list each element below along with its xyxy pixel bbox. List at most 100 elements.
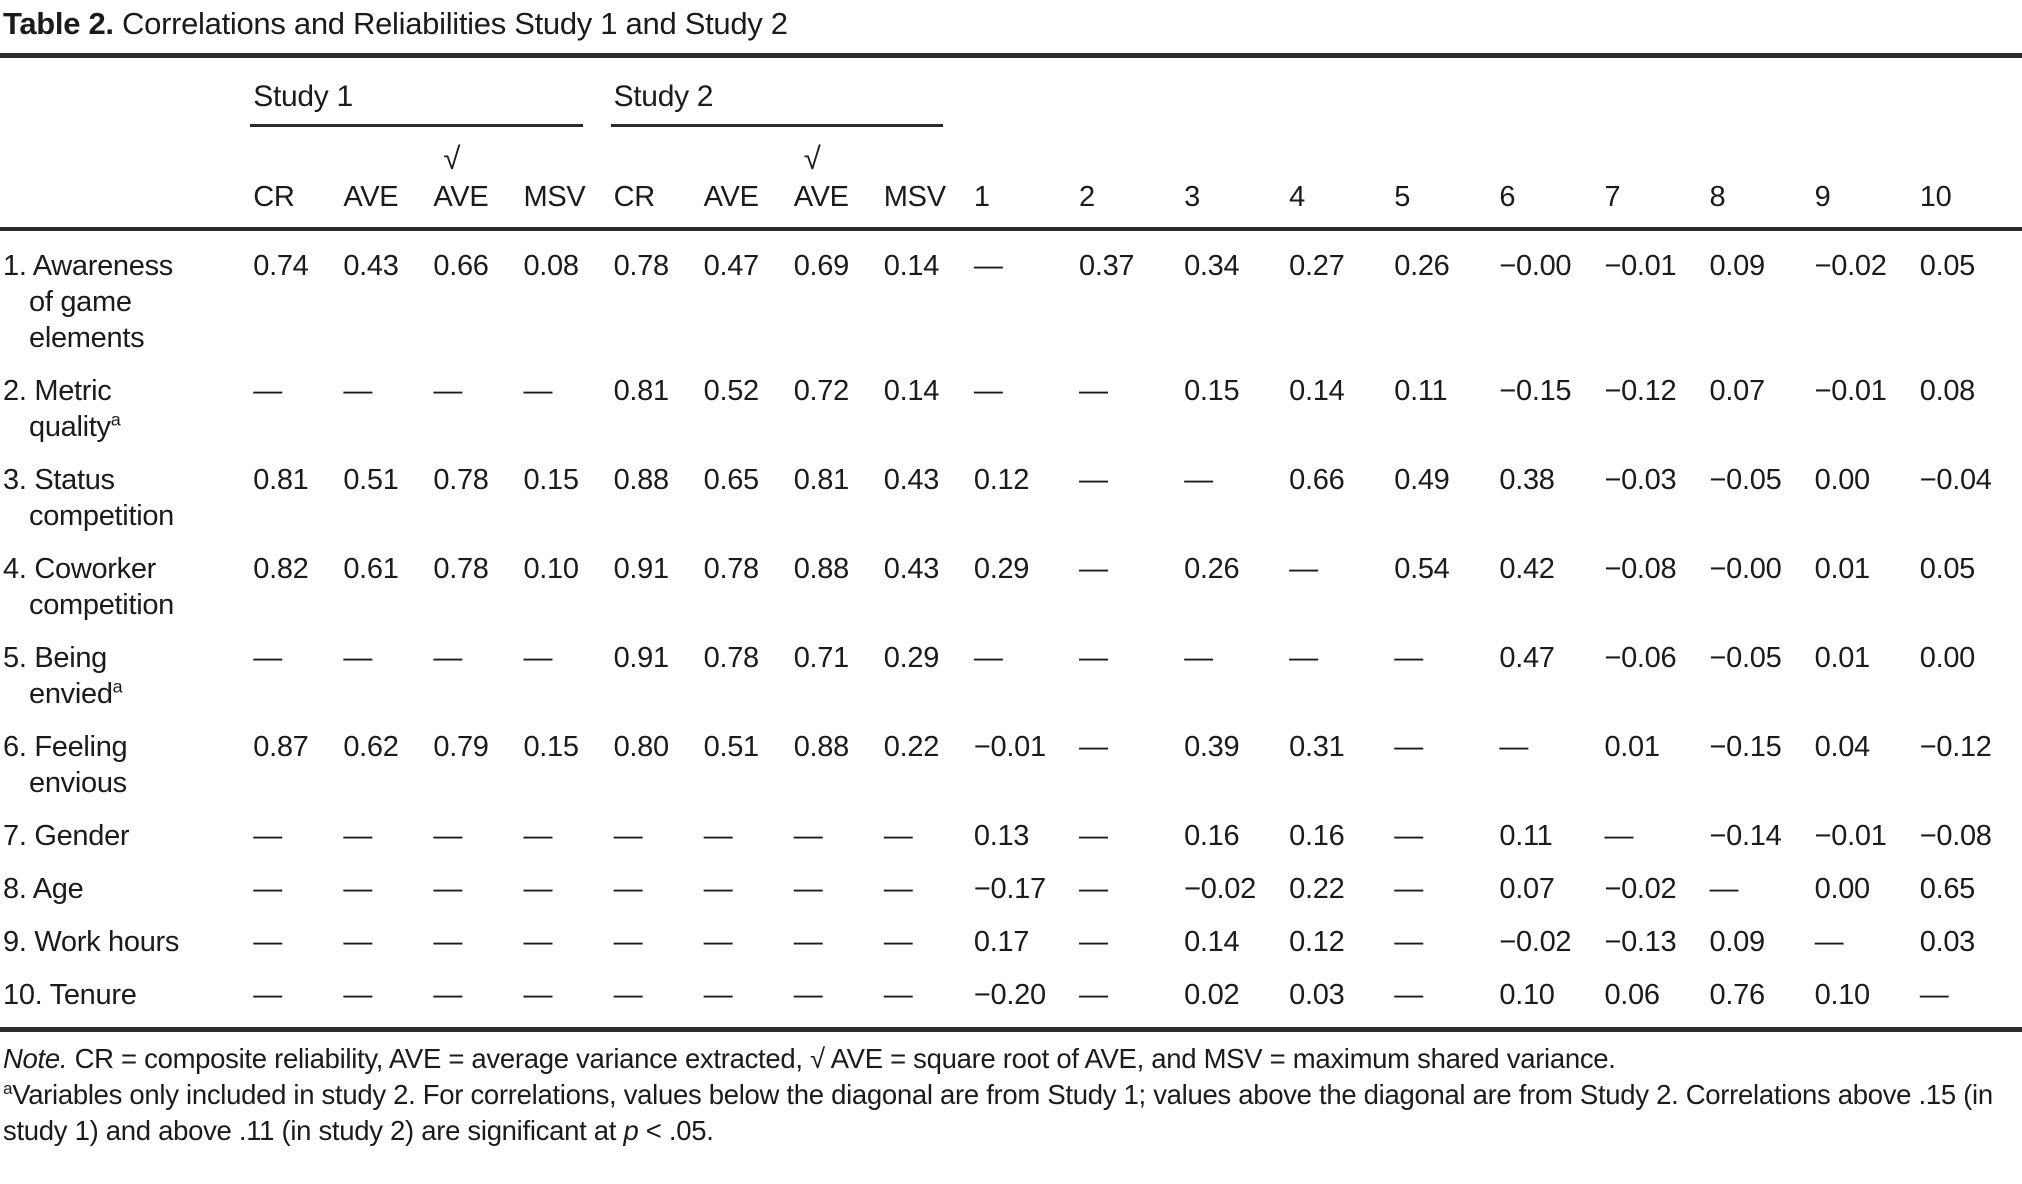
row-label-text: 3. Status competition [3,464,174,532]
row-label-text: 10. Tenure [3,979,137,1011]
cell-value: −0.12 [1604,375,1677,407]
cell-value: — [973,375,1003,407]
cell-value: 0.14 [1289,375,1345,407]
cell-value: — [1078,731,1108,763]
header-spacer [523,141,610,179]
cell-value: — [703,979,733,1011]
cell-value: 0.78 [613,250,670,282]
cell-value: −0.01 [1814,375,1887,407]
cell-value: — [1709,873,1739,905]
cell-value: 0.79 [433,731,489,763]
sqrt-symbol: √ [803,141,821,176]
cell-value: — [343,375,373,407]
cell-value: 0.07 [1709,375,1766,407]
cell-value: — [883,873,913,905]
row-label: 4. Coworker competition [0,534,250,623]
cell-value: 0.14 [883,250,940,282]
header-label: AVE [343,181,399,213]
cell-value: 0.01 [1814,553,1871,585]
cell-value: 0.12 [1289,926,1345,958]
column-header-4: 4 [1286,127,1392,231]
cell-value: −0.02 [1604,873,1677,905]
row-label: 5. Being envieda [0,623,250,712]
footnote-a-text: Variables only included in study 2. For … [3,1079,1993,1146]
row-label-text: 8. Age [3,873,84,905]
cell-value: 0.15 [1184,375,1240,407]
column-header-ave-study2: AVE [700,127,791,231]
table-row-4: 4. Coworker competition 0.82 0.61 0.78 0.10 0… [0,534,2022,623]
cell-value: 0.15 [523,464,579,496]
cell-value: — [1078,820,1108,852]
cell-value: 0.00 [1814,873,1871,905]
cell-value: — [523,979,553,1011]
cell-value: 0.34 [1184,250,1240,282]
cell-value: 0.65 [1919,873,1976,905]
cell-value: — [253,926,282,958]
column-header-row: CR AVE √ AVE MSV CR AVE √ AVE MSV 1 2 3 4 5 6 7 8 9 10 [0,127,2022,231]
cell-value: 0.78 [703,642,760,674]
cell-value: — [1078,926,1108,958]
cell-value: — [253,375,282,407]
cell-value: — [613,979,643,1011]
cell-value: — [703,873,733,905]
cell-value: 0.47 [703,250,760,282]
cell-value: — [793,820,823,852]
cell-value: 0.10 [1499,979,1555,1011]
column-header-7: 7 [1601,127,1707,231]
cell-value: −0.02 [1184,873,1256,905]
cell-value: 0.11 [1394,375,1448,407]
header-label: MSV [523,181,586,213]
cell-value: — [1078,873,1108,905]
header-spacer [614,141,701,179]
cell-value: — [523,375,553,407]
cell-value: 0.08 [1919,375,1976,407]
row-label: 8. Age [0,854,250,907]
header-label: CR [253,181,295,213]
cell-value: — [613,820,643,852]
table-row-1: 1. Awareness of game elements 0.74 0.43 0.6… [0,229,2022,356]
cell-value: — [253,873,282,905]
cell-value: 0.78 [433,553,489,585]
cell-value: 0.39 [1184,731,1240,763]
column-header-msv-study2: MSV [880,127,971,231]
cell-value: 0.06 [1604,979,1660,1011]
cell-value: 0.14 [1184,926,1240,958]
cell-value: — [433,873,463,905]
cell-value: 0.12 [973,464,1030,496]
cell-value: — [253,820,282,852]
cell-value: 0.74 [253,250,309,282]
cell-value: — [793,926,823,958]
cell-value: 0.51 [343,464,399,496]
cell-value: 0.37 [1078,250,1135,282]
header-label: MSV [883,181,946,213]
cell-value: 0.05 [1919,553,1976,585]
cell-value: — [1394,873,1423,905]
cell-value: 0.26 [1394,250,1450,282]
cell-value: 0.72 [793,375,850,407]
cell-value: 0.22 [883,731,940,763]
cell-value: −0.20 [973,979,1046,1011]
cell-value: −0.14 [1709,820,1782,852]
header-label: CR [613,181,656,213]
cell-value: −0.02 [1499,926,1572,958]
cell-value: — [1078,642,1108,674]
group-header-spacer [0,56,250,128]
cell-value: 0.26 [1184,553,1240,585]
row-label-text: 4. Coworker competition [3,553,174,621]
cell-value: — [523,642,553,674]
cell-value: — [523,926,553,958]
cell-value: — [343,642,373,674]
cell-value: — [613,873,643,905]
cell-value: 0.47 [1499,642,1555,674]
cell-value: 0.38 [1499,464,1555,496]
correlations-table: Study 1 Study 2 CR AVE √ AVE MSV CR AVE √ AVE MSV… [0,53,2022,1032]
cell-value: −0.01 [973,731,1046,763]
note-label: Note. [3,1043,68,1074]
cell-value: — [523,873,553,905]
column-header-9: 9 [1811,127,1917,231]
cell-value: — [1919,979,1949,1011]
row-label: 3. Status competition [0,445,250,534]
column-header-5: 5 [1391,127,1497,231]
table-row-3: 3. Status competition 0.81 0.51 0.78 0.15 0.8… [0,445,2022,534]
